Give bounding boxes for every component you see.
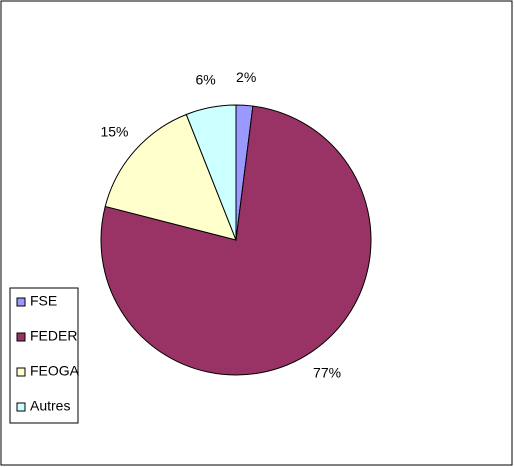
slice-label: 6%: [196, 72, 216, 88]
legend-label: FEOGA: [30, 363, 80, 379]
pie-slice: [185, 104, 237, 241]
legend-label: FSE: [30, 293, 57, 309]
legend-swatch: [16, 402, 26, 412]
legend-swatch: [16, 332, 26, 342]
legend-swatch: [16, 297, 26, 307]
legend-box: [9, 287, 79, 424]
slice-label: 15%: [100, 124, 128, 140]
legend-label: FEDER: [30, 328, 77, 344]
legend-label: Autres: [30, 398, 70, 414]
slice-label: 2%: [236, 69, 256, 85]
legend-swatch: [16, 367, 26, 377]
pie-slice: [104, 113, 237, 241]
slice-label: 77%: [313, 365, 341, 381]
